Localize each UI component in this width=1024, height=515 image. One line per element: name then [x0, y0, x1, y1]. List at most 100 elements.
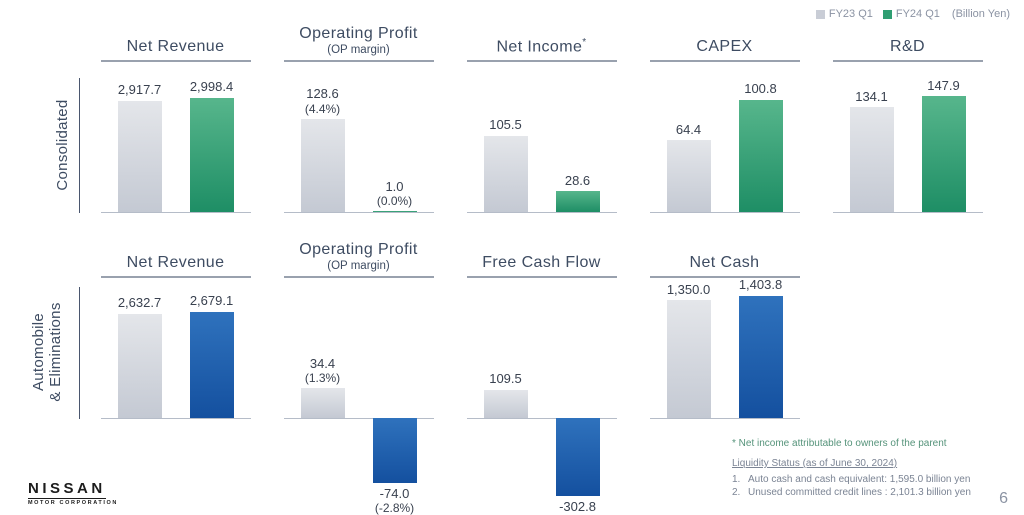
bar-label-fy24-q1: 100.8: [721, 81, 801, 96]
bar-fy23-q1: [300, 118, 345, 212]
bar-fy23-q1: [300, 388, 345, 418]
title-underline: [283, 60, 434, 62]
bar-label-fy23-q1: 105.5: [466, 117, 546, 132]
chart-free-cash-flow: Free Cash Flow 109.5 -302.8: [450, 230, 633, 514]
chart-title-block: R&D: [890, 14, 925, 56]
chart-net-income: Net Income* 105.5 28.6: [450, 14, 633, 213]
chart-title-block: Net Revenue: [127, 14, 225, 56]
bar-value: 109.5: [489, 371, 522, 387]
chart-subtitle: (OP margin): [327, 260, 390, 272]
chart-net-revenue: Net Revenue 2,632.7 2,679.1: [84, 230, 267, 419]
chart-net-cash: Net Cash 1,350.0 1,403.8: [633, 230, 816, 419]
title-asterisk: *: [582, 36, 587, 48]
bar-label-fy24-q1: -74.0 (-2.8%): [355, 486, 435, 515]
chart-title-block: Net Income*: [496, 14, 586, 56]
liquidity-item-number: 1.: [732, 474, 741, 485]
bar-label-fy23-q1: 128.6 (4.4%): [283, 86, 363, 115]
bar-value: 34.4: [309, 355, 336, 371]
title-underline: [283, 276, 434, 278]
bar-label-fy23-q1: 134.1: [832, 89, 912, 104]
chart-title-block: Operating Profit (OP margin): [299, 14, 417, 56]
bar-value: 128.6: [306, 86, 339, 102]
net-income-footnote: * Net income attributable to owners of t…: [732, 438, 947, 449]
bar-value: 1.0: [385, 178, 404, 194]
logo-brand-text: NISSAN: [28, 480, 106, 499]
title-underline: [649, 60, 800, 62]
bar-value: -302.8: [559, 499, 596, 514]
chart-title: Net Revenue: [126, 38, 225, 55]
bar-fy23-q1: [849, 106, 894, 212]
liquidity-status-title: Liquidity Status (as of June 30, 2024): [732, 458, 898, 469]
chart-plot-operating-profit: 34.4 (1.3%) -74.0 (-2.8%): [283, 284, 434, 515]
bar-fy23-q1: [666, 140, 711, 212]
bar-value: 147.9: [927, 77, 960, 93]
chart-capex: CAPEX 64.4 100.8: [633, 14, 816, 213]
chart-title-block: Operating Profit (OP margin): [299, 230, 417, 272]
legend-label-fy24: FY24 Q1: [895, 8, 940, 20]
title-underline: [100, 276, 251, 278]
bar-fy23-q1: [483, 389, 528, 418]
bar-label-fy23-q1: 109.5: [466, 371, 546, 386]
chart-title: Net Cash: [689, 254, 760, 271]
legend-swatch-fy24: [882, 9, 892, 19]
chart-net-revenue: Net Revenue 2,917.7 2,998.4: [84, 14, 267, 213]
row-automobile-charts: Net Revenue 2,632.7 2,679.1 Operating Profi…: [84, 230, 816, 515]
bar-label-fy24-q1: -302.8: [538, 499, 618, 514]
bar-fy24-q1: [555, 418, 600, 496]
bar-label-fy23-q1: 2,632.7: [100, 295, 180, 310]
bar-fy23-q1: [483, 135, 528, 212]
chart-r-d: R&D 134.1 147.9: [816, 14, 999, 213]
bar-margin-label: (0.0%): [376, 193, 413, 208]
nissan-logo: NISSAN MOTOR CORPORATION: [28, 480, 118, 506]
bar-fy24-q1: [921, 96, 966, 212]
bar-label-fy24-q1: 1.0 (0.0%): [355, 179, 435, 208]
bar-label-fy23-q1: 1,350.0: [649, 282, 729, 297]
bar-label-fy24-q1: 147.9: [904, 78, 984, 93]
bar-fy23-q1: [117, 313, 162, 418]
bar-fy24-q1: [738, 295, 783, 418]
bar-fy24-q1: [738, 99, 783, 212]
legend-unit: (Billion Yen): [951, 8, 1010, 20]
bar-label-fy23-q1: 64.4: [649, 122, 729, 137]
chart-plot-r-d: 134.1 147.9: [832, 68, 984, 213]
bar-fy23-q1: [666, 300, 711, 418]
chart-plot-net-cash: 1,350.0 1,403.8: [649, 277, 800, 419]
row-consolidated-charts: Net Revenue 2,917.7 2,998.4 Operating Profi…: [84, 14, 999, 213]
legend-label-fy23: FY23 Q1: [828, 8, 873, 20]
chart-operating-profit: Operating Profit (OP margin) 34.4 (1.3%) -74…: [267, 230, 450, 515]
row-label-automobile-eliminations: Automobile & Eliminations: [30, 267, 66, 437]
chart-title: R&D: [890, 38, 925, 55]
chart-title-block: Net Cash: [690, 230, 760, 272]
liquidity-item-number: 2.: [732, 487, 741, 498]
page-number: 6: [999, 490, 1008, 507]
bar-fy23-q1: [117, 100, 162, 212]
chart-plot-operating-profit: 128.6 (4.4%) 1.0 (0.0%): [283, 68, 435, 213]
chart-title-block: Net Revenue: [127, 230, 225, 272]
bar-fy24-q1: [372, 418, 417, 483]
bar-value: 2,679.1: [189, 293, 234, 309]
chart-title: Operating Profit: [299, 241, 418, 258]
bar-value: 2,998.4: [189, 79, 234, 95]
title-underline: [100, 60, 251, 62]
bar-label-fy23-q1: 2,917.7: [100, 82, 180, 97]
chart-title: Net Income*: [496, 36, 587, 55]
chart-title: CAPEX: [696, 38, 753, 55]
bar-fy24-q1: [189, 97, 234, 212]
liquidity-item-text: Unused committed credit lines : 2,101.3 …: [748, 487, 971, 498]
bar-value: 2,917.7: [117, 82, 162, 98]
liquidity-item: 1. Auto cash and cash equivalent: 1,595.…: [732, 474, 971, 485]
chart-plot-capex: 64.4 100.8: [649, 68, 801, 213]
legend-swatch-fy23: [815, 9, 825, 19]
liquidity-item: 2. Unused committed credit lines : 2,101…: [732, 487, 971, 498]
chart-title-block: CAPEX: [696, 14, 752, 56]
chart-plot-net-revenue: 2,632.7 2,679.1: [100, 284, 251, 419]
chart-plot-net-revenue: 2,917.7 2,998.4: [100, 68, 251, 213]
chart-title: Operating Profit: [299, 25, 418, 42]
bar-value: 134.1: [855, 88, 888, 104]
bar-label-fy24-q1: 28.6: [538, 173, 618, 188]
liquidity-item-text: Auto cash and cash equivalent: 1,595.0 b…: [748, 474, 971, 485]
chart-title-block: Free Cash Flow: [482, 230, 601, 272]
bar-value: 105.5: [489, 117, 522, 133]
bar-margin-label: (1.3%): [304, 370, 341, 385]
